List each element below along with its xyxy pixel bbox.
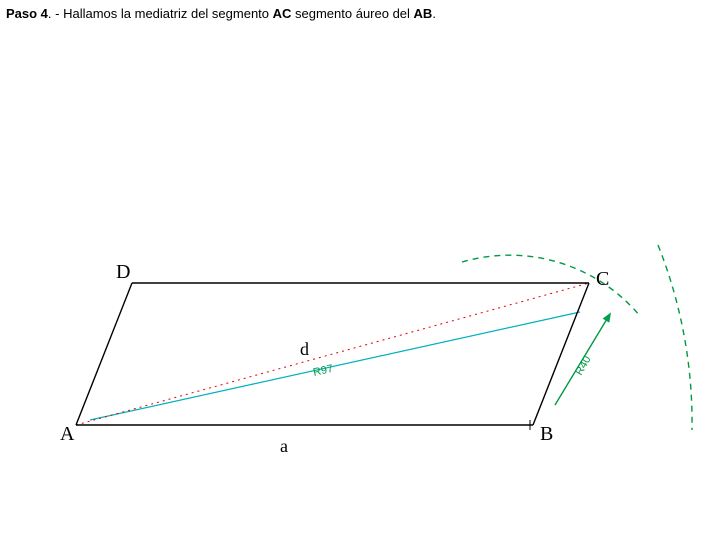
label-r97: R97 [312,363,334,379]
diagonal-ac [76,283,589,425]
arc-small [462,255,640,316]
label-D: D [116,261,130,283]
label-A: A [60,423,75,445]
label-a: a [280,436,288,456]
cyan-line [90,312,580,420]
label-C: C [596,268,609,290]
arc-large [658,245,692,430]
edge-da [76,283,132,425]
label-B: B [540,423,553,445]
label-r40: R40 [573,354,593,377]
label-d: d [300,339,309,359]
edge-bc [533,283,589,425]
diagram: A B C D d a R97 R40 [0,0,720,540]
